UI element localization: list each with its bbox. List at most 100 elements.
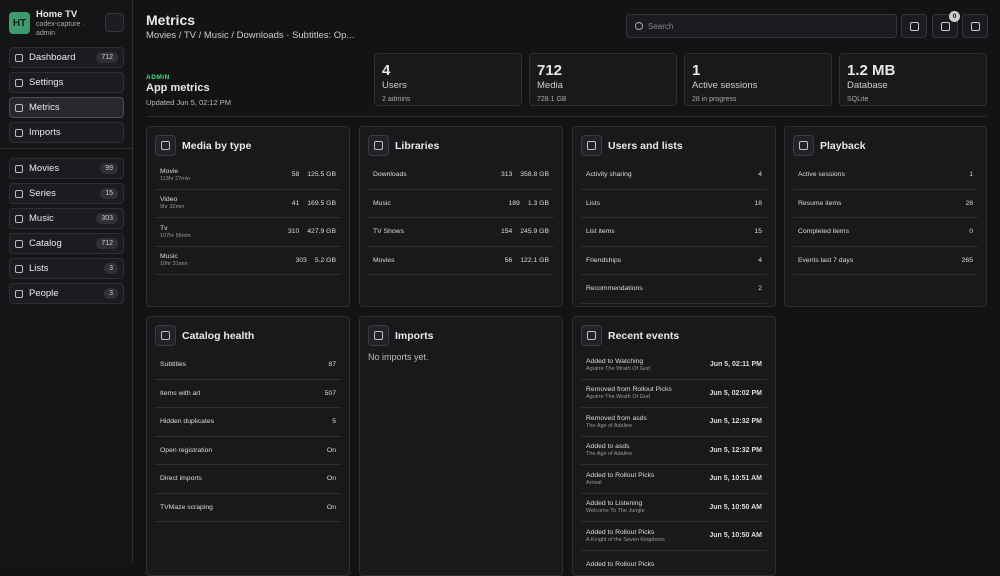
stat-sub: SQLite [847,96,979,103]
nav-icon [15,104,23,112]
row-label: Lists [586,200,746,207]
row-count: 41 [292,200,300,207]
nav-item[interactable]: Metrics [9,97,124,118]
nav-label: Lists [29,263,49,274]
row-label: Items with art [160,390,317,397]
nav-label: Music [29,213,54,224]
row-sub: 107hr 56min [160,233,280,239]
intro-updated: Updated Jun 5, 02:12 PM [146,98,231,107]
row-sub: The Age of Adaline [586,423,709,429]
metric-row: Lists 18 [581,190,767,219]
row-count: 303 [295,257,306,264]
stat-label: Users [382,80,514,91]
row-label: Video [160,196,284,203]
row-count: 58 [292,171,300,178]
page-title: Metrics [146,12,195,28]
nav-item[interactable]: Imports [9,122,124,143]
logout-button[interactable] [962,14,988,38]
row-label-wrap: Items with art [160,390,317,397]
breadcrumb: Movies / TV / Music / Downloads · Subtit… [146,30,354,41]
row-label: Movie [160,168,284,175]
card-header: Users and lists [581,135,767,156]
row-label: Added to Watching [586,358,710,365]
row-label-wrap: Active sessions [798,171,961,178]
icon [910,22,919,31]
row-size: 5.2 GB [315,257,336,264]
nav-icon [15,215,23,223]
metric-row: Added to Rollout Picks [581,551,767,576]
row-label: Friendships [586,257,750,264]
card-icon [581,135,602,156]
icon [587,331,596,340]
row-time: Jun 5, 10:50 AM [709,504,762,511]
row-label: Activity sharing [586,171,750,178]
row-label-wrap: Movies [373,257,497,264]
nav-count: 99 [100,163,118,174]
icon [161,331,170,340]
row-sub: The Age of Adaline [586,451,709,457]
card-title: Users and lists [608,140,683,152]
row-count: 5 [332,418,336,425]
row-label: Active sessions [798,171,961,178]
nav-count: 3 [104,263,118,274]
row-count: 18 [754,200,762,207]
nav-icon [15,54,23,62]
row-label: Added to Rollout Picks [586,529,709,536]
row-label-wrap: TVMaze scraping [160,504,319,511]
nav-count: 712 [96,52,118,63]
stat-value: 1.2 MB [847,62,979,79]
card-title: Libraries [395,140,439,152]
card-icon [155,325,176,346]
nav-item[interactable]: People 3 [9,283,124,304]
row-label: Open registration [160,447,319,454]
card-icon [793,135,814,156]
row-sub: 9hr 32min [160,204,284,210]
row-size: 358.8 GB [520,171,549,178]
row-count: 4 [758,171,762,178]
row-label-wrap: Resume items [798,200,957,207]
nav-item[interactable]: Lists 3 [9,258,124,279]
nav-label: Series [29,188,56,199]
row-label-wrap: Activity sharing [586,171,750,178]
nav-icon [15,240,23,248]
nav-item[interactable]: Settings [9,72,124,93]
separator [0,148,133,149]
row-label: Recommendations [586,285,750,292]
nav-icon [15,190,23,198]
row-count: 310 [288,228,299,235]
scan-button[interactable] [901,14,927,38]
collapse-button[interactable] [105,13,124,32]
nav-icon [15,265,23,273]
nav-count: 3 [104,288,118,299]
card-icon [368,325,389,346]
row-label: Downloads [373,171,493,178]
row-label-wrap: Hidden duplicates [160,418,324,425]
row-label: Music [160,253,287,260]
search-box[interactable]: Search [626,14,897,38]
nav-icon [15,290,23,298]
nav-label: People [29,288,59,299]
row-sub: Aguirre The Wrath Of God [586,394,709,400]
row-time: Jun 5, 10:51 AM [709,475,762,482]
row-sub: A Knight of the Seven Kingdoms [586,537,709,543]
row-label-wrap: Added to Rollout Picks [586,561,762,568]
